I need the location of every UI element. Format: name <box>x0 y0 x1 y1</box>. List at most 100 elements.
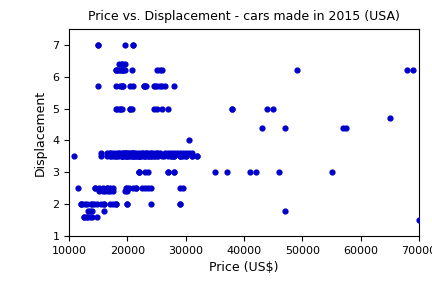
Point <box>77 202 84 206</box>
Point <box>156 84 163 88</box>
Point <box>102 189 109 194</box>
Point <box>114 154 121 159</box>
Point <box>83 215 90 219</box>
Point <box>140 154 147 159</box>
Point <box>171 154 178 159</box>
Point <box>162 151 169 156</box>
Point <box>159 84 166 88</box>
Point <box>127 154 134 159</box>
Point <box>194 154 201 159</box>
Point <box>104 154 111 159</box>
Point <box>139 151 146 156</box>
Point <box>124 189 131 194</box>
Point <box>125 154 132 159</box>
Point <box>109 202 116 206</box>
Point <box>116 84 123 88</box>
Point <box>130 84 137 88</box>
Point <box>142 154 149 159</box>
Point <box>119 151 126 156</box>
Point <box>165 170 172 175</box>
Point <box>112 106 119 111</box>
Point <box>185 138 192 143</box>
Point <box>104 151 111 156</box>
Point <box>386 116 393 120</box>
Point <box>129 154 136 159</box>
Point <box>130 154 137 159</box>
Point <box>121 189 128 194</box>
Point <box>92 186 99 191</box>
Point <box>160 154 167 159</box>
Point <box>109 186 116 191</box>
Point <box>149 154 156 159</box>
Point <box>176 202 183 206</box>
Point <box>168 154 175 159</box>
Point <box>153 68 160 73</box>
Point <box>114 68 121 73</box>
Point <box>118 151 125 156</box>
Point <box>123 154 130 159</box>
Point <box>143 151 149 156</box>
Point <box>171 84 178 88</box>
Point <box>410 68 416 73</box>
Point <box>137 154 144 159</box>
Point <box>101 202 108 206</box>
Point <box>171 170 178 175</box>
Point <box>92 186 99 191</box>
Point <box>137 154 144 159</box>
Point <box>246 170 253 175</box>
Point <box>121 151 128 156</box>
Point <box>112 151 119 156</box>
Point <box>106 154 113 159</box>
Point <box>125 186 132 191</box>
X-axis label: Price (US$): Price (US$) <box>210 262 279 274</box>
Point <box>119 68 126 73</box>
Point <box>134 154 141 159</box>
Point <box>185 151 192 156</box>
Point <box>89 208 96 213</box>
Point <box>119 154 126 159</box>
Point <box>179 154 186 159</box>
Point <box>182 154 189 159</box>
Point <box>86 215 93 219</box>
Point <box>156 151 163 156</box>
Point <box>121 154 128 159</box>
Point <box>119 68 126 73</box>
Point <box>115 62 122 66</box>
Point <box>133 151 140 156</box>
Point <box>174 151 181 156</box>
Point <box>121 42 128 47</box>
Point <box>127 106 134 111</box>
Point <box>130 42 137 47</box>
Point <box>276 170 283 175</box>
Y-axis label: Displacement: Displacement <box>34 89 47 176</box>
Point <box>153 154 160 159</box>
Point <box>97 202 104 206</box>
Point <box>118 62 125 66</box>
Point <box>142 170 149 175</box>
Point <box>124 186 131 191</box>
Point <box>125 151 132 156</box>
Point <box>118 84 125 88</box>
Point <box>182 154 189 159</box>
Point <box>229 106 236 111</box>
Point <box>343 125 349 130</box>
Point <box>70 154 77 159</box>
Point <box>94 202 101 206</box>
Point <box>115 151 122 156</box>
Point <box>140 84 147 88</box>
Point <box>130 42 137 47</box>
Point <box>136 151 143 156</box>
Point <box>129 68 136 73</box>
Point <box>116 68 123 73</box>
Point <box>139 151 146 156</box>
Point <box>129 151 136 156</box>
Point <box>115 68 122 73</box>
Point <box>156 68 163 73</box>
Point <box>112 202 119 206</box>
Point <box>86 208 93 213</box>
Point <box>130 151 137 156</box>
Point <box>106 151 113 156</box>
Point <box>94 215 101 219</box>
Point <box>144 154 151 159</box>
Point <box>98 154 105 159</box>
